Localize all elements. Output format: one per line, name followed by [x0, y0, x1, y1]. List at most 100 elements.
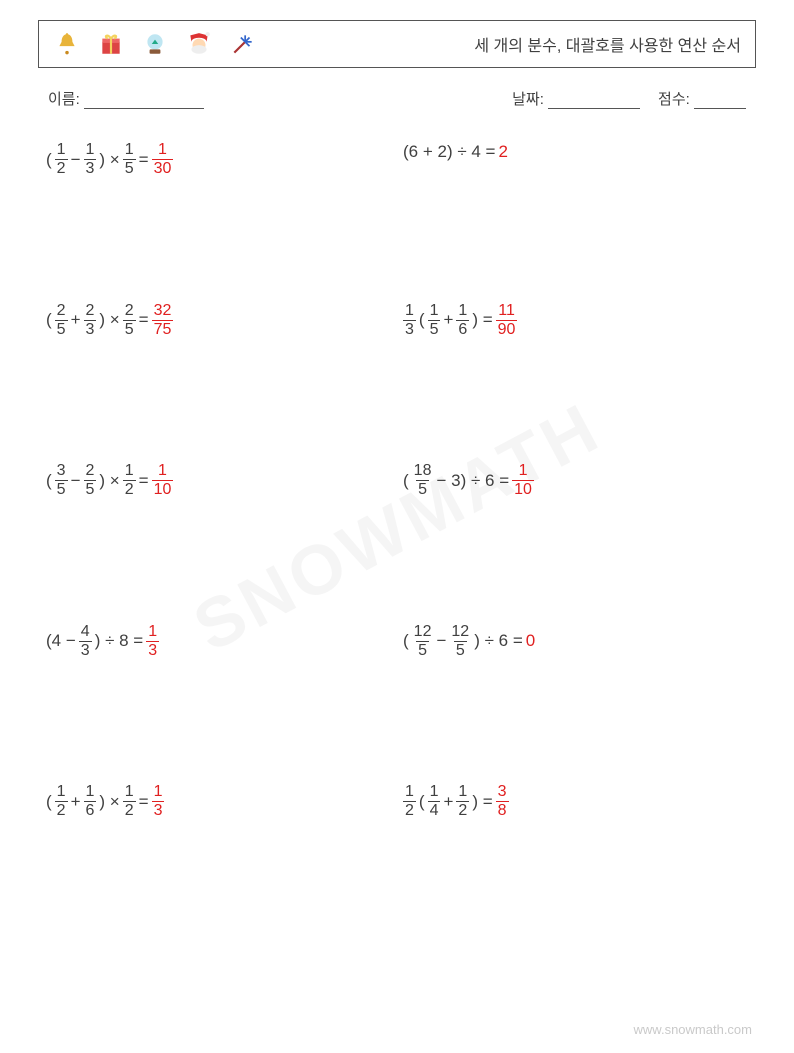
- fraction: 12: [123, 463, 136, 498]
- answer: 13: [152, 784, 165, 819]
- equation: 13(15 + 16) = 1190: [403, 303, 517, 338]
- score-blank: [694, 95, 746, 109]
- fraction: 25: [123, 303, 136, 338]
- math-text: (: [403, 471, 409, 491]
- snowglobe-icon: [141, 30, 169, 58]
- math-text: =: [139, 150, 149, 170]
- fraction: 13: [84, 142, 97, 177]
- math-text: =: [139, 471, 149, 491]
- math-text: (: [403, 631, 409, 651]
- fraction: 13: [146, 624, 159, 659]
- problem-cell: (35 − 25) × 12 = 110: [46, 451, 391, 612]
- fraction: 16: [456, 303, 469, 338]
- fraction: 1190: [496, 303, 518, 338]
- answer: 3275: [152, 303, 174, 338]
- equation: (25 + 23) × 25 = 3275: [46, 303, 173, 338]
- fraction: 12: [55, 142, 68, 177]
- fraction: 38: [496, 784, 509, 819]
- fraction: 125: [449, 624, 471, 659]
- math-text: 0: [526, 631, 535, 651]
- fraction: 43: [79, 624, 92, 659]
- fraction: 130: [152, 142, 174, 177]
- math-text: ) ×: [99, 471, 119, 491]
- math-text: −: [436, 631, 446, 651]
- info-row: 이름: 날짜: 점수:: [48, 88, 746, 109]
- math-text: +: [443, 310, 453, 330]
- math-text: +: [71, 310, 81, 330]
- equation: (35 − 25) × 12 = 110: [46, 463, 173, 498]
- math-text: (: [419, 310, 425, 330]
- math-text: =: [139, 310, 149, 330]
- fraction: 12: [55, 784, 68, 819]
- name-label: 이름:: [48, 91, 80, 108]
- problem-cell: (125 − 125) ÷ 6 = 0: [403, 612, 748, 773]
- math-text: ) ÷ 6 =: [474, 631, 523, 651]
- math-text: (: [46, 310, 52, 330]
- math-text: (: [46, 792, 52, 812]
- answer: 110: [152, 463, 174, 498]
- fraction: 13: [403, 303, 416, 338]
- math-text: =: [139, 792, 149, 812]
- score-field: 점수:: [658, 88, 746, 109]
- problem-cell: (12 − 13) × 15 = 130: [46, 130, 391, 291]
- answer: 38: [496, 784, 509, 819]
- header-icons: [53, 30, 257, 58]
- math-text: ) ×: [99, 792, 119, 812]
- answer: 0: [526, 631, 535, 651]
- fraction: 110: [512, 463, 534, 498]
- answer: 1190: [496, 303, 518, 338]
- problem-cell: (6 + 2) ÷ 4 = 2: [403, 130, 748, 291]
- problem-cell: 13(15 + 16) = 1190: [403, 291, 748, 452]
- firework-icon: [229, 30, 257, 58]
- answer: 13: [146, 624, 159, 659]
- fraction: 3275: [152, 303, 174, 338]
- score-label: 점수:: [658, 91, 690, 108]
- math-text: (: [46, 150, 52, 170]
- math-text: (4 −: [46, 631, 76, 651]
- name-field: 이름:: [48, 88, 204, 109]
- equation: (125 − 125) ÷ 6 = 0: [403, 624, 535, 659]
- date-field: 날짜:: [512, 88, 640, 109]
- worksheet-title: 세 개의 분수, 대괄호를 사용한 연산 순서: [474, 32, 741, 56]
- footer-url: www.snowmath.com: [634, 1022, 752, 1037]
- header-box: 세 개의 분수, 대괄호를 사용한 연산 순서: [38, 20, 756, 68]
- equation: 12(14 + 12) = 38: [403, 784, 509, 819]
- equation: (12 + 16) × 12 = 13: [46, 784, 164, 819]
- fraction: 16: [84, 784, 97, 819]
- equation: (185 − 3) ÷ 6 = 110: [403, 463, 534, 498]
- gift-icon: [97, 30, 125, 58]
- fraction: 25: [55, 303, 68, 338]
- santa-icon: [185, 30, 213, 58]
- fraction: 110: [152, 463, 174, 498]
- math-text: (6 + 2) ÷ 4 =: [403, 142, 496, 162]
- fraction: 35: [55, 463, 68, 498]
- fraction: 12: [403, 784, 416, 819]
- math-text: ) ÷ 8 =: [95, 631, 144, 651]
- problem-cell: (12 + 16) × 12 = 13: [46, 772, 391, 933]
- math-text: +: [443, 792, 453, 812]
- fraction: 125: [412, 624, 434, 659]
- equation: (6 + 2) ÷ 4 = 2: [403, 142, 508, 162]
- math-text: +: [71, 792, 81, 812]
- math-text: − 3) ÷ 6 =: [436, 471, 509, 491]
- math-text: −: [71, 150, 81, 170]
- fraction: 13: [152, 784, 165, 819]
- answer: 2: [499, 142, 508, 162]
- math-text: ) =: [472, 792, 492, 812]
- fraction: 185: [412, 463, 434, 498]
- fraction: 12: [123, 784, 136, 819]
- answer: 130: [152, 142, 174, 177]
- math-text: 2: [499, 142, 508, 162]
- problems-grid: (12 − 13) × 15 = 130(6 + 2) ÷ 4 = 2(25 +…: [46, 130, 748, 933]
- math-text: ) =: [472, 310, 492, 330]
- answer: 110: [512, 463, 534, 498]
- fraction: 15: [428, 303, 441, 338]
- math-text: (: [46, 471, 52, 491]
- math-text: (: [419, 792, 425, 812]
- fraction: 23: [84, 303, 97, 338]
- math-text: ) ×: [99, 150, 119, 170]
- date-label: 날짜:: [512, 91, 544, 108]
- math-text: ) ×: [99, 310, 119, 330]
- problem-cell: (4 − 43) ÷ 8 = 13: [46, 612, 391, 773]
- bell-icon: [53, 30, 81, 58]
